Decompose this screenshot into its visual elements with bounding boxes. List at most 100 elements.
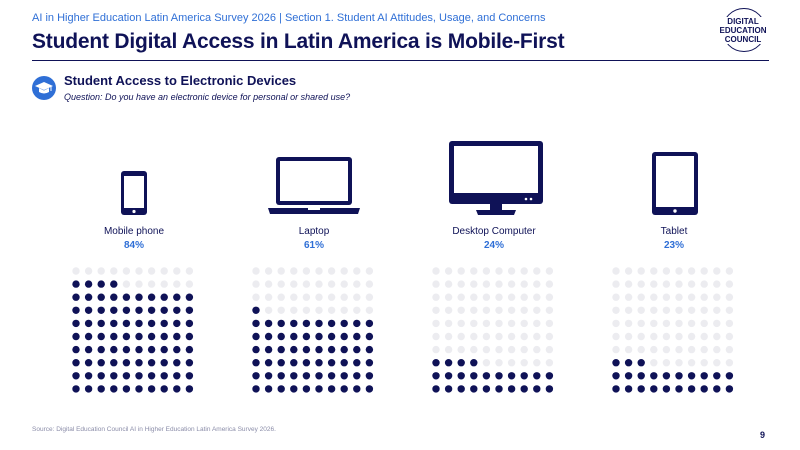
waffle-dot-filled [713, 372, 721, 380]
waffle-dot-empty [520, 345, 528, 354]
waffle-dot-filled [637, 372, 645, 380]
waffle-dot-empty [637, 319, 645, 328]
waffle-dot-empty [290, 306, 298, 314]
waffle-dot-filled [365, 345, 374, 354]
waffle-dot-empty [700, 332, 708, 341]
waffle-dot-empty [457, 332, 465, 341]
waffle-dot-empty [482, 280, 491, 288]
waffle-dot-filled [173, 372, 181, 380]
waffle-dot-filled [700, 372, 708, 380]
waffle-dot-filled [277, 319, 285, 328]
waffle-dot-filled [277, 359, 285, 367]
waffle-dot-filled [160, 332, 168, 341]
waffle-dot-filled [72, 359, 80, 367]
waffle-dot-empty [470, 280, 478, 288]
waffle-dot-filled [520, 385, 528, 393]
waffle-dot-empty [662, 306, 671, 314]
waffle-dot-filled [264, 372, 273, 380]
waffle-dot-filled [290, 359, 298, 367]
waffle-dot-empty [444, 345, 453, 354]
waffle-dot-filled [84, 372, 93, 380]
tablet-icon [584, 130, 764, 218]
waffle-dot-empty [637, 332, 645, 341]
waffle-dot-filled [110, 319, 118, 328]
waffle-dot-filled [612, 385, 620, 393]
waffle-dot-filled [612, 372, 620, 380]
waffle-dot-filled [290, 345, 298, 354]
waffle-dot-empty [713, 345, 721, 354]
graduation-cap-icon [32, 76, 56, 100]
waffle-dot-filled [135, 293, 143, 301]
waffle-dot-filled [624, 372, 633, 380]
logo-text: DIGITAL EDUCATION COUNCIL [716, 17, 770, 44]
waffle-dot-filled [97, 385, 105, 393]
waffle-dot-empty [457, 345, 465, 354]
waffle-dot-empty [315, 306, 323, 314]
waffle-dot-empty [315, 280, 323, 288]
waffle-dot-empty [725, 267, 734, 275]
waffle-dot-filled [252, 385, 260, 393]
waffle-dot-filled [637, 385, 645, 393]
waffle-dot-empty [675, 293, 683, 301]
waffle-dot-empty [687, 280, 696, 288]
waffle-dot-filled [700, 385, 708, 393]
waffle-dot-filled [252, 359, 260, 367]
waffle-dot-filled [97, 293, 105, 301]
device-label: Desktop Computer [452, 226, 536, 237]
waffle-dot-empty [353, 280, 361, 288]
title-divider [32, 60, 769, 61]
waffle-dot-empty [533, 293, 541, 301]
waffle-dot-empty [444, 306, 453, 314]
waffle-dot-empty [545, 293, 554, 301]
waffle-dot-empty [687, 267, 696, 275]
waffle-dot-empty [290, 293, 298, 301]
waffle-dot-empty [495, 319, 503, 328]
waffle-dot-empty [533, 319, 541, 328]
waffle-dot-filled [264, 319, 273, 328]
waffle-dot-filled [470, 372, 478, 380]
waffle-dot-filled [713, 385, 721, 393]
logo-line-3: COUNCIL [716, 35, 770, 44]
waffle-dot-filled [327, 345, 336, 354]
waffle-dot-filled [365, 372, 374, 380]
waffle-dot-empty [470, 332, 478, 341]
waffle-dot-filled [277, 372, 285, 380]
mobile-phone-icon [44, 130, 224, 218]
waffle-dot-empty [97, 267, 105, 275]
waffle-dot-filled [72, 345, 80, 354]
waffle-dot-empty [662, 345, 671, 354]
waffle-dot-empty [444, 319, 453, 328]
waffle-dot-filled [315, 372, 323, 380]
waffle-dot-filled [173, 293, 181, 301]
waffle-dot-empty [353, 267, 361, 275]
waffle-dot-empty [624, 267, 633, 275]
waffle-dot-empty [457, 267, 465, 275]
waffle-dot-empty [675, 267, 683, 275]
waffle-dot-filled [662, 385, 671, 393]
waffle-dot-filled [147, 332, 156, 341]
waffle-dot-empty [725, 306, 734, 314]
waffle-dot-empty [533, 280, 541, 288]
waffle-dot-filled [173, 359, 181, 367]
waffle-dot-filled [72, 319, 80, 328]
waffle-dot-empty [650, 359, 658, 367]
waffle-dot-empty [290, 267, 298, 275]
waffle-dot-filled [72, 332, 80, 341]
waffle-dot-empty [470, 306, 478, 314]
waffle-dot-empty [327, 280, 336, 288]
waffle-dot-empty [495, 359, 503, 367]
waffle-dot-filled [72, 372, 80, 380]
waffle-dot-empty [495, 345, 503, 354]
waffle-dot-filled [135, 359, 143, 367]
waffle-dot-filled [72, 293, 80, 301]
waffle-chart-mobile [72, 267, 194, 393]
waffle-dot-empty [432, 319, 440, 328]
waffle-dot-empty [675, 306, 683, 314]
waffle-dot-empty [147, 267, 156, 275]
waffle-dot-empty [432, 267, 440, 275]
waffle-dot-empty [432, 332, 440, 341]
waffle-dot-empty [457, 280, 465, 288]
waffle-dot-filled [302, 385, 311, 393]
waffle-dot-empty [507, 319, 516, 328]
waffle-dot-empty [432, 280, 440, 288]
